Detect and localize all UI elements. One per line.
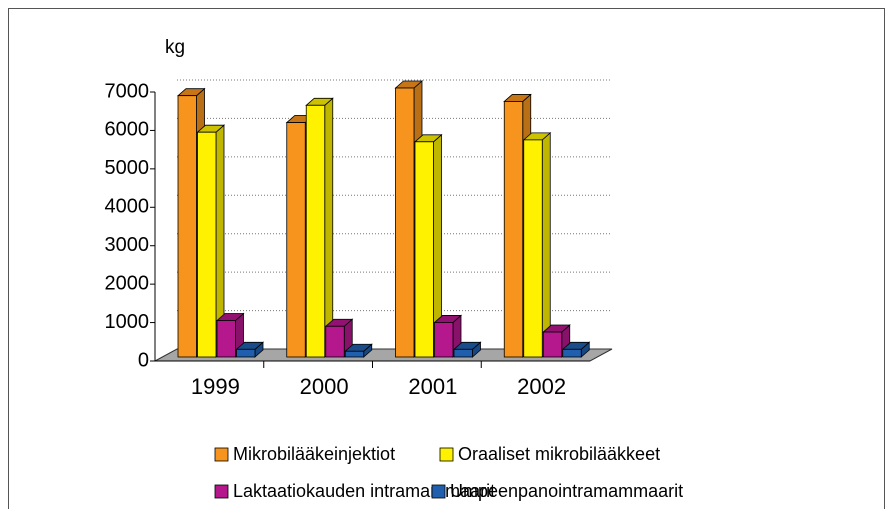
- bar: [453, 348, 473, 358]
- legend-label: Oraaliset mikrobilääkkeet: [458, 444, 660, 464]
- legend-swatch: [214, 484, 229, 499]
- x-tick-label: 2000: [300, 374, 349, 399]
- y-tick-label: 7000: [105, 80, 150, 102]
- x-tick-label: 2002: [517, 374, 566, 399]
- x-tick-label: 2001: [408, 374, 457, 399]
- bar: [414, 141, 434, 358]
- bar: [434, 322, 454, 358]
- y-tick-label: 4000: [105, 196, 150, 218]
- bar: [305, 104, 326, 358]
- legend-swatch: [431, 484, 446, 499]
- bar: [197, 131, 217, 358]
- legend-label: Mikrobilääkeinjektiot: [233, 444, 395, 464]
- y-tick-label: 2000: [105, 272, 150, 294]
- y-tick-label: 1000: [105, 311, 150, 333]
- bar: [523, 139, 543, 358]
- legend-swatch: [214, 447, 229, 462]
- bar: [344, 350, 365, 358]
- y-tick-label: 6000: [105, 119, 150, 141]
- bar: [503, 101, 524, 358]
- bar: [562, 348, 582, 358]
- y-tick-label: 3000: [105, 234, 150, 256]
- y-tick-label: 0: [138, 349, 149, 371]
- bar: [395, 87, 415, 358]
- bar-side: [324, 97, 334, 358]
- y-axis-label: kg: [165, 37, 185, 58]
- bar: [177, 95, 197, 358]
- bar: [236, 348, 256, 358]
- x-tick-label: 1999: [191, 374, 240, 399]
- bar-side: [541, 131, 551, 358]
- bar: [286, 122, 306, 358]
- y-tick-label: 5000: [105, 157, 150, 179]
- legend-label: Umpeenpanointramammaarit: [450, 481, 683, 501]
- legend-swatch: [439, 447, 454, 462]
- legend-label: Laktaatiokauden intramammaarit: [233, 481, 495, 501]
- bar: [325, 325, 345, 358]
- bar: [216, 320, 236, 358]
- bar: [542, 331, 563, 358]
